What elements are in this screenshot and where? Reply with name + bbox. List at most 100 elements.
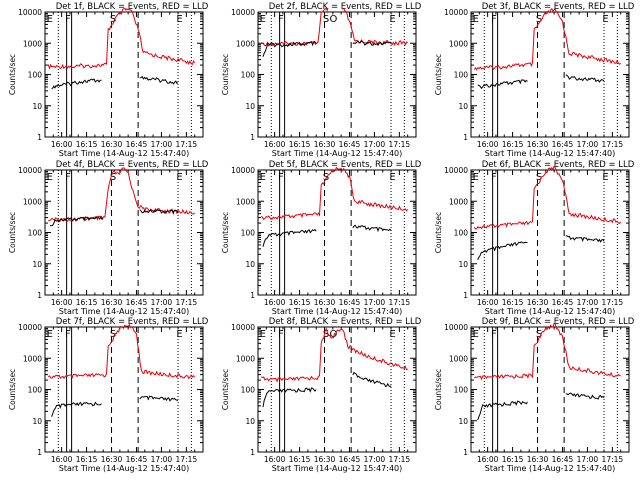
y-tick-label: 1 <box>250 291 255 300</box>
flag-label: E <box>176 329 182 340</box>
x-tick-label: 16:30 <box>101 140 123 149</box>
y-tick-label: 1000 <box>449 354 468 363</box>
y-tick-label: 1 <box>250 133 255 142</box>
plot-frame <box>44 326 204 453</box>
y-axis-label: Counts/sec <box>221 212 230 253</box>
flag-label: E <box>260 14 266 25</box>
y-tick-label: 100 <box>28 71 43 80</box>
plot-frame <box>470 11 630 138</box>
flag-label: E <box>47 329 53 340</box>
x-tick-label: 16:00 <box>264 140 286 149</box>
red-lld-series-line <box>47 323 196 380</box>
y-tick-label: 10 <box>32 260 42 269</box>
x-tick-label: 16:30 <box>314 455 336 464</box>
y-tick-label: 1 <box>463 291 468 300</box>
y-tick-label: 10000 <box>18 323 42 332</box>
y-tick-label: 10 <box>32 102 42 111</box>
y-tick-label: 10 <box>245 102 255 111</box>
series-group <box>473 323 621 421</box>
red-lld-series-line <box>473 8 622 71</box>
x-axis-label: Start Time (14-Aug-12 15:47:40) <box>59 307 190 316</box>
y-tick-label: 10 <box>458 417 468 426</box>
panel-det-4: Det 4f, BLACK = Events, RED = LLD Counts/… <box>8 160 209 316</box>
flag-label: S <box>536 329 542 340</box>
black-events-series-line <box>49 216 104 227</box>
flag-label: S <box>110 329 116 340</box>
x-tick-label: 17:15 <box>389 455 411 464</box>
y-axis-label: Counts/sec <box>8 212 17 253</box>
flag-label: E <box>47 172 53 183</box>
flag-label: F <box>65 172 71 183</box>
x-tick-label: 16:00 <box>51 140 73 149</box>
x-axis-label: Start Time (14-Aug-12 15:47:40) <box>485 307 616 316</box>
x-tick-label: 17:15 <box>176 140 198 149</box>
y-tick-label: 100 <box>28 386 43 395</box>
y-tick-label: 100 <box>28 229 43 238</box>
x-tick-label: 16:00 <box>51 455 73 464</box>
y-tick-label: 100 <box>454 229 469 238</box>
panel-det-8: Det 8f, BLACK = Events, RED = LLD Counts/… <box>221 317 422 473</box>
x-tick-label: 17:00 <box>151 140 173 149</box>
y-tick-label: 1000 <box>236 39 255 48</box>
x-tick-label: 16:45 <box>339 298 361 307</box>
x-tick-label: 16:30 <box>527 298 549 307</box>
black-events-series-line <box>51 401 102 417</box>
series-group <box>47 323 196 417</box>
panel-det-7: Det 7f, BLACK = Events, RED = LLD Counts/… <box>8 317 209 473</box>
black-events-series-line <box>139 209 179 215</box>
flag-label: F <box>491 329 497 340</box>
x-tick-label: 16:30 <box>527 140 549 149</box>
x-tick-label: 16:15 <box>502 455 524 464</box>
flag-label: S <box>110 172 116 183</box>
x-axis-label: Start Time (14-Aug-12 15:47:40) <box>59 464 190 473</box>
x-tick-label: 17:00 <box>577 140 599 149</box>
flag-label: F <box>278 14 284 25</box>
x-tick-label: 16:00 <box>477 298 499 307</box>
y-tick-label: 1000 <box>449 197 468 206</box>
panel-title: Det 9f, BLACK = Events, RED = LLD <box>482 317 635 327</box>
plot-frame <box>257 11 417 138</box>
y-tick-label: 100 <box>241 386 256 395</box>
y-axis-label: Counts/sec <box>221 369 230 410</box>
x-tick-label: 16:45 <box>552 455 574 464</box>
panel-title: Det 2f, BLACK = Events, RED = LLD <box>269 2 422 12</box>
series-group <box>261 327 408 408</box>
x-tick-label: 16:30 <box>314 298 336 307</box>
black-events-series-line <box>51 78 102 90</box>
panel-title: Det 5f, BLACK = Events, RED = LLD <box>269 160 422 170</box>
x-tick-label: 16:00 <box>51 298 73 307</box>
y-tick-label: 1 <box>463 133 468 142</box>
flag-label: E <box>602 172 608 183</box>
flag-label: F <box>65 329 71 340</box>
x-axis-label: Start Time (14-Aug-12 15:47:40) <box>272 149 403 158</box>
y-axis-label: Counts/sec <box>8 54 17 95</box>
flag-label: O <box>330 329 338 340</box>
flag-label: E <box>176 172 182 183</box>
black-events-series-line <box>262 41 317 57</box>
x-axis-label: Start Time (14-Aug-12 15:47:40) <box>272 464 403 473</box>
black-events-series-line <box>477 79 528 90</box>
plot-frame <box>257 169 417 296</box>
series-group <box>473 8 622 90</box>
y-tick-label: 10000 <box>231 166 255 175</box>
series-group <box>260 166 409 247</box>
flag-label: S <box>536 172 542 183</box>
x-tick-label: 16:15 <box>289 140 311 149</box>
red-lld-series-line <box>260 166 409 221</box>
flag-label: E <box>47 14 53 25</box>
flag-label: F <box>278 172 284 183</box>
black-events-series-line <box>139 75 179 85</box>
y-tick-label: 1 <box>37 133 42 142</box>
x-tick-label: 16:30 <box>101 298 123 307</box>
flag-label: E <box>473 329 479 340</box>
flag-label: E <box>473 172 479 183</box>
flag-label: E <box>389 172 395 183</box>
flag-label: O <box>330 14 338 25</box>
x-tick-label: 16:15 <box>502 140 524 149</box>
x-tick-label: 17:00 <box>364 455 386 464</box>
x-tick-label: 16:00 <box>477 140 499 149</box>
flag-label: S <box>110 14 116 25</box>
y-tick-label: 10000 <box>231 323 255 332</box>
x-tick-label: 16:30 <box>527 455 549 464</box>
flag-label: E <box>602 14 608 25</box>
